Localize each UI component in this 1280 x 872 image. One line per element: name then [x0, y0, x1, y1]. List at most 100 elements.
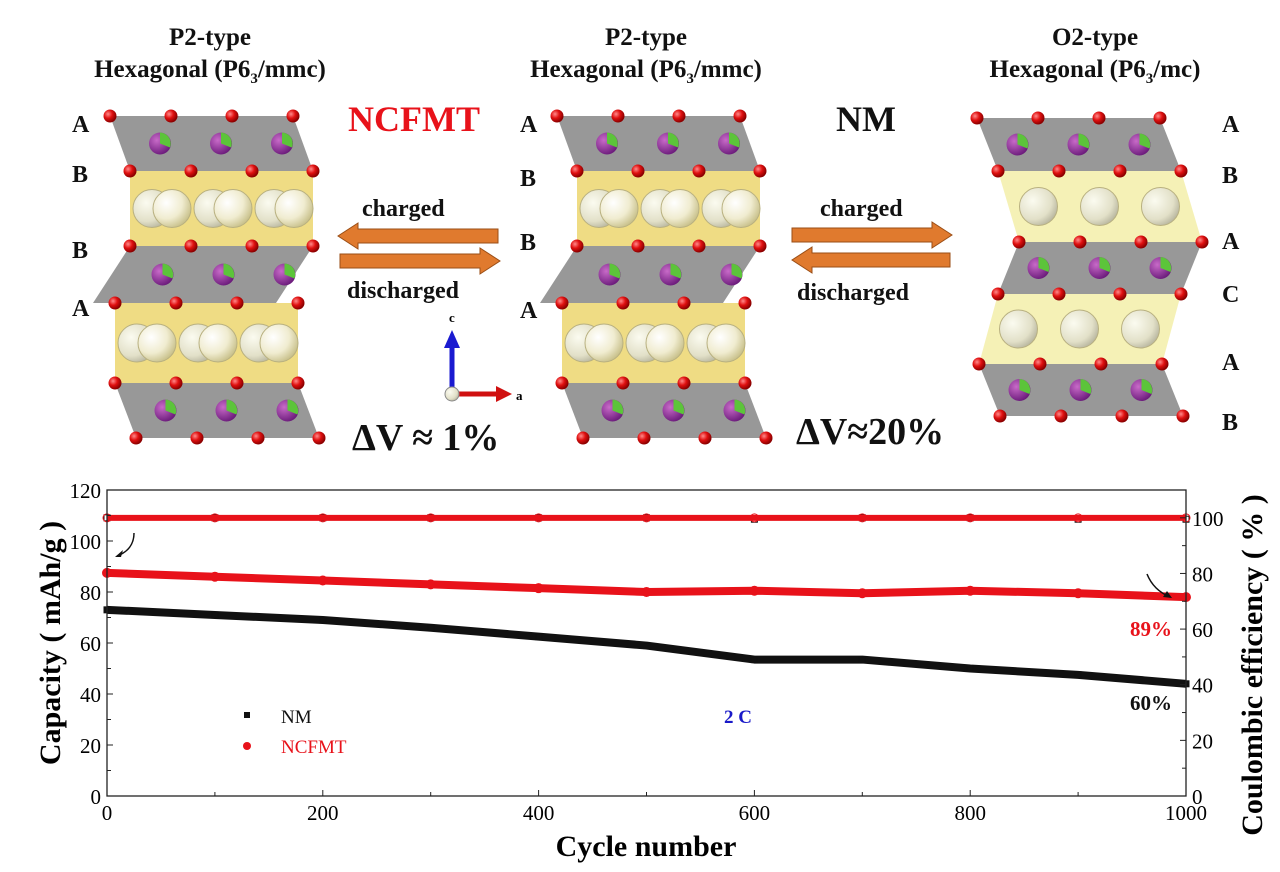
y2-tick-label: 0: [1192, 785, 1203, 809]
sodium-atom: [274, 189, 314, 228]
transition-metal-atom: [598, 263, 621, 286]
legend-ncfmt-label: NCFMT: [281, 737, 347, 758]
y-tick-label: 120: [70, 479, 102, 503]
oxygen-atom: [1113, 287, 1127, 301]
data-point: [211, 611, 219, 619]
oxygen-atom: [733, 109, 747, 123]
sodium-atom: [999, 309, 1038, 349]
oxygen-atom: [123, 239, 137, 253]
transition-metal-atom: [596, 132, 618, 155]
structure-nm-o2: [970, 111, 1209, 423]
nm-capacity-series: [103, 605, 1190, 688]
layer-label: A: [520, 298, 538, 324]
transition-metal-atom: [662, 399, 685, 422]
oxygen-atom: [555, 376, 569, 390]
transition-metal-atom: [1088, 257, 1111, 279]
y-tick-label: 80: [80, 581, 101, 605]
oxygen-atom: [692, 239, 706, 253]
oxygen-atom: [550, 109, 564, 123]
transition-metal-atom: [1069, 379, 1092, 401]
right-charge-arrow: [791, 221, 953, 249]
octahedral-layer: [93, 246, 313, 303]
transition-metal-atom: [723, 399, 746, 422]
ncfmt-capacity-series: [102, 567, 1191, 603]
oxygen-atom: [190, 431, 204, 445]
ncfmt-retention-annotation: 89%: [1130, 617, 1172, 641]
oxygen-atom: [123, 164, 137, 178]
sodium-atom: [599, 189, 639, 228]
ncfmt-efficiency-series: [102, 513, 1191, 523]
oxygen-atom: [306, 239, 320, 253]
legend-nm-label: NM: [281, 707, 312, 728]
sodium-atom: [706, 323, 746, 363]
transition-metal-atom: [657, 132, 679, 155]
left-discharged-label: discharged: [347, 278, 460, 304]
transition-metal-atom: [1006, 133, 1029, 156]
x-axis-label: Cycle number: [556, 830, 737, 863]
oxygen-atom: [692, 164, 706, 178]
sodium-atom: [1060, 309, 1099, 349]
oxygen-atom: [1054, 409, 1068, 423]
oxygen-atom: [1113, 164, 1127, 178]
data-point: [857, 588, 868, 599]
sodium-atom: [213, 189, 253, 228]
data-point: [1074, 671, 1082, 679]
oxygen-atom: [616, 376, 630, 390]
sodium-atom: [645, 323, 685, 363]
y-tick-label: 20: [80, 734, 101, 758]
data-point: [319, 616, 327, 624]
oxygen-atom: [677, 296, 691, 310]
x-tick-label: 800: [954, 801, 986, 825]
sodium-atom: [1121, 309, 1160, 349]
sodium-atom: [721, 189, 761, 228]
axis-c-label: c: [449, 310, 455, 325]
oxygen-atom: [753, 164, 767, 178]
transition-arrows: c a: [337, 221, 953, 403]
transition-metal-atom: [215, 399, 238, 422]
oxygen-atom: [1073, 235, 1087, 249]
axis-a-label: a: [516, 388, 523, 403]
oxygen-atom: [993, 409, 1007, 423]
oxygen-atom: [245, 239, 259, 253]
capacity-axis-pointer-head: [115, 550, 123, 557]
oxygen-atom: [108, 296, 122, 310]
oxygen-atom: [1174, 287, 1188, 301]
transition-metal-atom: [601, 399, 624, 422]
oxygen-atom: [637, 431, 651, 445]
y2-tick-label: 20: [1192, 729, 1213, 753]
oxygen-atom: [631, 164, 645, 178]
nm-retention-annotation: 60%: [1130, 691, 1172, 715]
data-point: [426, 513, 436, 523]
sodium-atom: [259, 323, 299, 363]
oxygen-atom: [1195, 235, 1209, 249]
data-point: [965, 513, 975, 523]
oxygen-atom: [1052, 164, 1066, 178]
left-discharge-arrow: [339, 247, 501, 275]
layer-label: A: [1222, 350, 1240, 376]
transition-metal-atom: [720, 263, 743, 286]
oxygen-atom: [1153, 111, 1167, 125]
transition-metal-atom: [149, 132, 171, 155]
oxygen-atom: [1115, 409, 1129, 423]
oxygen-atom: [245, 164, 259, 178]
sodium-atom: [198, 323, 238, 363]
transition-metal-atom: [1067, 133, 1090, 156]
structure-ncfmt-p2: [93, 109, 326, 445]
oxygen-atom: [991, 287, 1005, 301]
cycling-chart: 0 200 400 600 800 100002040608010012002040608…: [34, 479, 1269, 863]
data-point: [1073, 513, 1083, 523]
structure-3-type: O2-type: [1051, 24, 1139, 51]
oxygen-atom: [570, 164, 584, 178]
oxygen-atom: [1012, 235, 1026, 249]
oxygen-atom: [1174, 164, 1188, 178]
sodium-atom: [660, 189, 700, 228]
layer-label: A: [1222, 229, 1240, 255]
transition-metal-atom: [273, 263, 296, 286]
oxygen-atom: [753, 239, 767, 253]
transition-metal-atom: [1008, 379, 1031, 401]
oxygen-atom: [1155, 357, 1169, 371]
data-point: [534, 513, 544, 523]
data-point: [535, 633, 543, 641]
oxygen-atom: [738, 376, 752, 390]
right-discharge-arrow: [791, 246, 951, 274]
